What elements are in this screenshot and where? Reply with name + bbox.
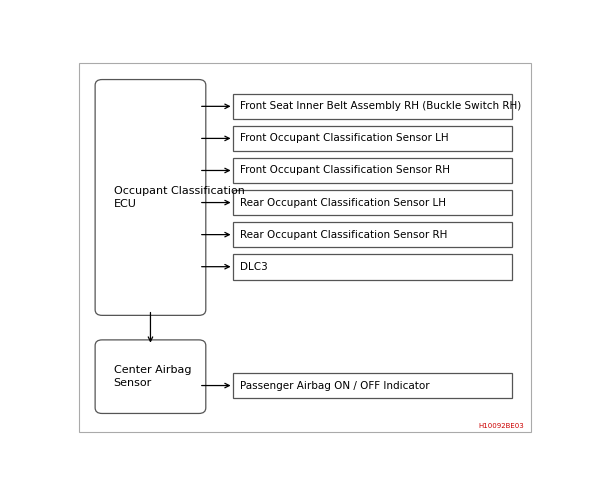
FancyBboxPatch shape: [95, 79, 206, 316]
Bar: [233, 158, 512, 183]
Bar: [233, 190, 512, 216]
Bar: [233, 373, 512, 398]
Bar: [233, 125, 512, 151]
Text: Rear Occupant Classification Sensor LH: Rear Occupant Classification Sensor LH: [240, 197, 446, 208]
Text: Rear Occupant Classification Sensor RH: Rear Occupant Classification Sensor RH: [240, 230, 448, 240]
Bar: [233, 254, 512, 279]
Text: DLC3: DLC3: [240, 262, 268, 271]
Text: Front Occupant Classification Sensor RH: Front Occupant Classification Sensor RH: [240, 166, 450, 175]
Text: Front Seat Inner Belt Assembly RH (Buckle Switch RH): Front Seat Inner Belt Assembly RH (Buckl…: [240, 101, 522, 111]
Bar: [233, 222, 512, 247]
Text: Center Airbag
Sensor: Center Airbag Sensor: [114, 365, 191, 388]
Text: H10092BE03: H10092BE03: [478, 423, 524, 429]
Bar: [233, 94, 512, 119]
Text: Occupant Classification
ECU: Occupant Classification ECU: [114, 186, 245, 209]
Text: Front Occupant Classification Sensor LH: Front Occupant Classification Sensor LH: [240, 133, 449, 144]
FancyBboxPatch shape: [95, 340, 206, 414]
Text: Passenger Airbag ON / OFF Indicator: Passenger Airbag ON / OFF Indicator: [240, 381, 430, 391]
